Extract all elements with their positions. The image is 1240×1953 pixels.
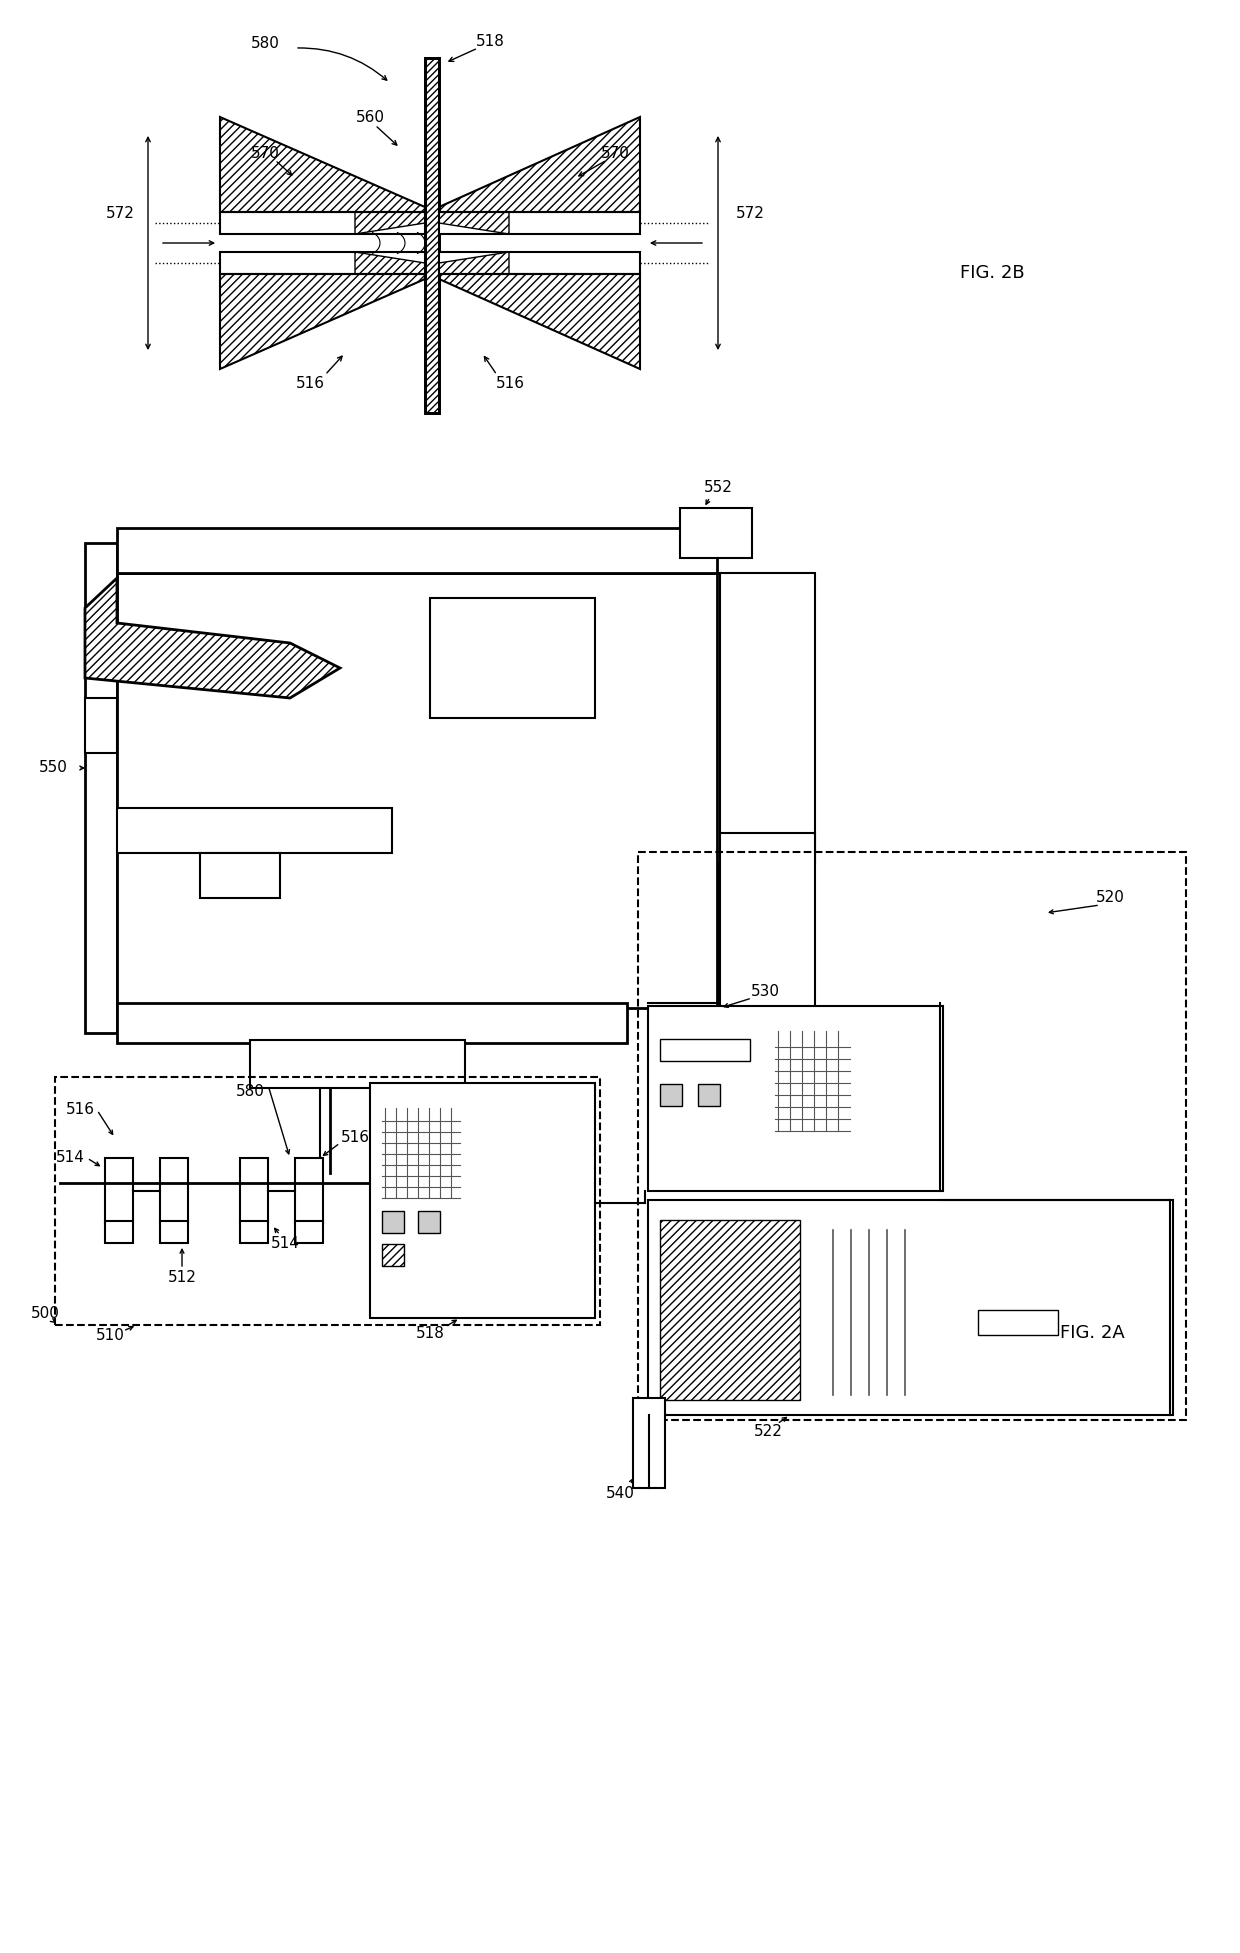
Bar	[660, 1039, 750, 1060]
Text: 516: 516	[66, 1103, 94, 1117]
Bar	[425, 59, 439, 412]
Bar	[639, 852, 1185, 1420]
Text: 512: 512	[167, 1271, 196, 1285]
Text: 550: 550	[40, 760, 68, 775]
Circle shape	[172, 750, 248, 826]
Text: 500: 500	[31, 1305, 60, 1320]
Text: 560: 560	[356, 111, 384, 125]
Bar	[160, 1221, 188, 1242]
Bar	[105, 1158, 133, 1223]
Bar	[200, 853, 280, 898]
Bar	[160, 1158, 188, 1223]
Text: 570: 570	[600, 146, 630, 160]
Bar	[105, 1221, 133, 1242]
Text: 552: 552	[703, 480, 733, 496]
Polygon shape	[86, 578, 340, 697]
Bar	[660, 1221, 800, 1400]
Text: FIG. 2A: FIG. 2A	[1060, 1324, 1125, 1342]
Text: 570: 570	[250, 146, 279, 160]
Bar	[439, 213, 640, 234]
Text: 572: 572	[735, 205, 764, 221]
Bar	[382, 1211, 404, 1232]
Bar	[370, 1084, 595, 1318]
Bar	[632, 1398, 665, 1488]
Text: 516: 516	[341, 1131, 370, 1146]
Bar	[86, 697, 117, 754]
Text: 522: 522	[754, 1424, 782, 1439]
Text: 580: 580	[236, 1084, 264, 1098]
Bar	[649, 1199, 1173, 1416]
Bar	[430, 598, 595, 719]
Bar	[241, 1221, 268, 1242]
Text: FIG. 2B: FIG. 2B	[960, 264, 1024, 281]
Text: 540: 540	[605, 1486, 635, 1500]
Text: 514: 514	[56, 1150, 84, 1166]
Text: 514: 514	[270, 1236, 299, 1250]
Bar	[219, 252, 425, 273]
Text: 530: 530	[750, 984, 780, 998]
Bar	[295, 1221, 322, 1242]
Bar	[978, 1310, 1058, 1336]
Bar	[117, 572, 717, 1008]
Bar	[660, 1084, 682, 1105]
Text: 516: 516	[496, 375, 525, 391]
Text: 510: 510	[95, 1328, 124, 1342]
Bar	[418, 1211, 440, 1232]
Text: 520: 520	[1096, 891, 1125, 906]
Text: 518: 518	[415, 1326, 444, 1340]
Bar	[425, 59, 439, 412]
Bar	[439, 252, 640, 273]
Text: 572: 572	[105, 205, 134, 221]
Bar	[117, 809, 392, 853]
Bar	[117, 1004, 627, 1043]
Text: 516: 516	[295, 375, 325, 391]
Bar	[117, 527, 717, 572]
Bar	[250, 1041, 465, 1088]
Bar	[649, 1006, 942, 1191]
Bar	[241, 1158, 268, 1223]
Bar	[698, 1084, 720, 1105]
Bar	[382, 1244, 404, 1266]
Bar	[295, 1158, 322, 1223]
Bar	[86, 543, 117, 1033]
Text: 518: 518	[476, 33, 505, 49]
Bar	[720, 572, 815, 863]
Text: 580: 580	[250, 35, 279, 51]
Bar	[219, 213, 425, 234]
Bar	[55, 1076, 600, 1324]
Bar	[720, 834, 815, 1033]
Bar	[680, 508, 751, 559]
